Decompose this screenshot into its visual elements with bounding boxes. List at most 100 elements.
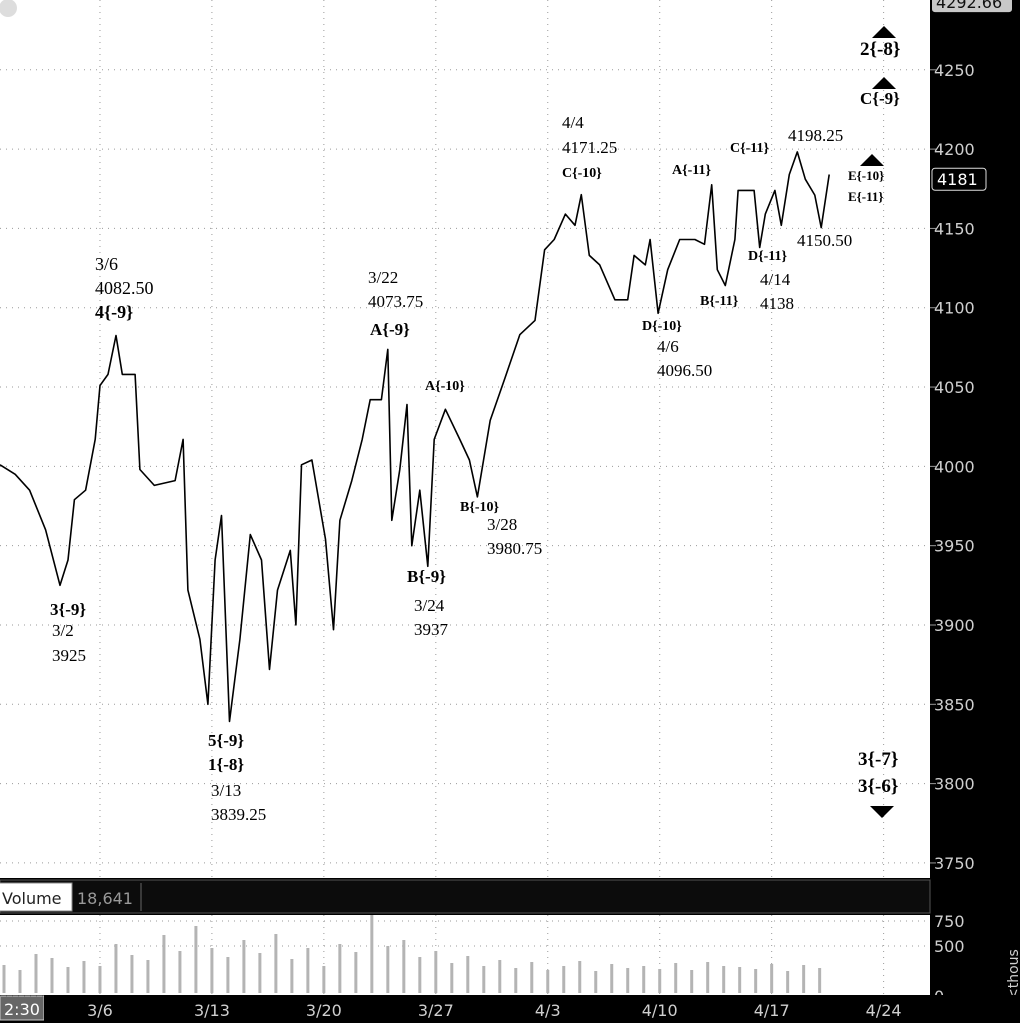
x-axis-bar [44,995,1020,1023]
volume-bar [18,970,22,993]
volume-bar [722,966,726,993]
annotation: 4138 [760,294,794,313]
x-tick-label: 4/10 [642,1001,678,1020]
annotation: 4/4 [562,113,584,132]
volume-bar [514,968,518,993]
volume-pane [0,915,930,995]
annotation: 4150.50 [797,231,852,250]
annotation: 3/22 [368,268,398,287]
annotation: 3839.25 [211,805,266,824]
volume-bar [802,965,806,993]
volume-bar [290,959,294,993]
annotation: A{-11} [672,163,712,178]
annotation: E{-10} [848,168,884,183]
volume-bar [386,946,390,993]
annotation: 4082.50 [95,278,154,298]
volume-bar [322,966,326,993]
volume-bar [194,926,198,993]
volume-bar [146,960,150,993]
volume-bar [50,958,54,993]
volume-title: Volume [2,889,62,908]
volume-bar [370,915,374,993]
high-label-box [932,0,1012,13]
annotation: D{-11} [748,249,788,264]
volume-bar [98,966,102,993]
y-tick-label: 4150 [934,219,975,238]
volume-bar [738,967,742,993]
volume-bar [162,935,166,993]
annotation: 1{-8} [208,755,244,774]
volume-bar [498,960,502,993]
volume-bar [242,940,246,993]
annotation: B{-10} [460,500,500,515]
y-tick-label: 3950 [934,537,975,556]
annotation: 3{-6} [858,776,898,797]
y-tick-label: 3750 [934,854,975,873]
volume-bar [434,951,438,993]
x-tick-label: 3/20 [306,1001,342,1020]
annotation: 4/14 [760,270,791,289]
volume-bar [306,948,310,993]
volume-bars [2,915,822,993]
annotation: 3980.75 [487,539,542,558]
volume-bar [658,969,662,993]
volume-bar [114,944,118,993]
annotation: 4096.50 [657,361,712,380]
y-tick-label: 4250 [934,61,975,80]
y-tick-label: 4050 [934,378,975,397]
volume-bar [466,956,470,993]
arrow [860,154,884,166]
arrow [872,77,896,89]
volume-bar [210,948,214,993]
volume-bar [786,971,790,993]
volume-bar [594,971,598,993]
volume-bar [674,963,678,993]
annotation: 4171.25 [562,138,617,157]
volume-bar [818,968,822,993]
annotation: C{-11} [730,141,770,156]
volume-bar [530,962,534,993]
volume-bar [450,963,454,993]
arrow [870,806,894,818]
volume-bar [66,967,70,993]
y-tick-label: 3850 [934,695,975,714]
volume-bar [418,957,422,993]
y-tick-label: 4200 [934,140,975,159]
annotation: 4073.75 [368,292,423,311]
x-tick-label: 3/13 [194,1001,230,1020]
annotation: 5{-9} [208,731,244,750]
volume-axis-label: <thous [1006,949,1020,1000]
volume-bar [770,964,774,993]
annotation: B{-9} [407,567,446,586]
volume-bar [2,965,6,993]
annotation: C{-9} [860,89,900,108]
volume-bar [34,954,38,993]
volume-bar [690,970,694,993]
volume-last: 18,641 [77,889,133,908]
volume-bar [82,961,86,993]
volume-bar [546,970,550,993]
volume-bar [610,964,614,993]
volume-bar [482,966,486,993]
high-label: 4292.66 [936,0,1002,12]
volume-bar [274,934,278,993]
last-price-box [931,167,987,191]
x-tick-label: 4/3 [535,1001,561,1020]
arrow [872,26,896,38]
volume-bar [642,966,646,993]
annotation: 3{-9} [50,600,86,619]
volume-bar [578,961,582,993]
annotation: A{-9} [370,320,410,339]
y-tick-label: 3900 [934,616,975,635]
info-icon [0,0,17,17]
annotation: 3/6 [95,254,118,274]
annotation: 3/13 [211,781,241,800]
annotation: 2{-8} [860,39,900,60]
annotation: D{-10} [642,319,682,334]
volume-bar [338,944,342,993]
annotation: 3/24 [414,596,445,615]
x-tick-label: 3/27 [418,1001,454,1020]
annotation: B{-11} [700,294,739,309]
